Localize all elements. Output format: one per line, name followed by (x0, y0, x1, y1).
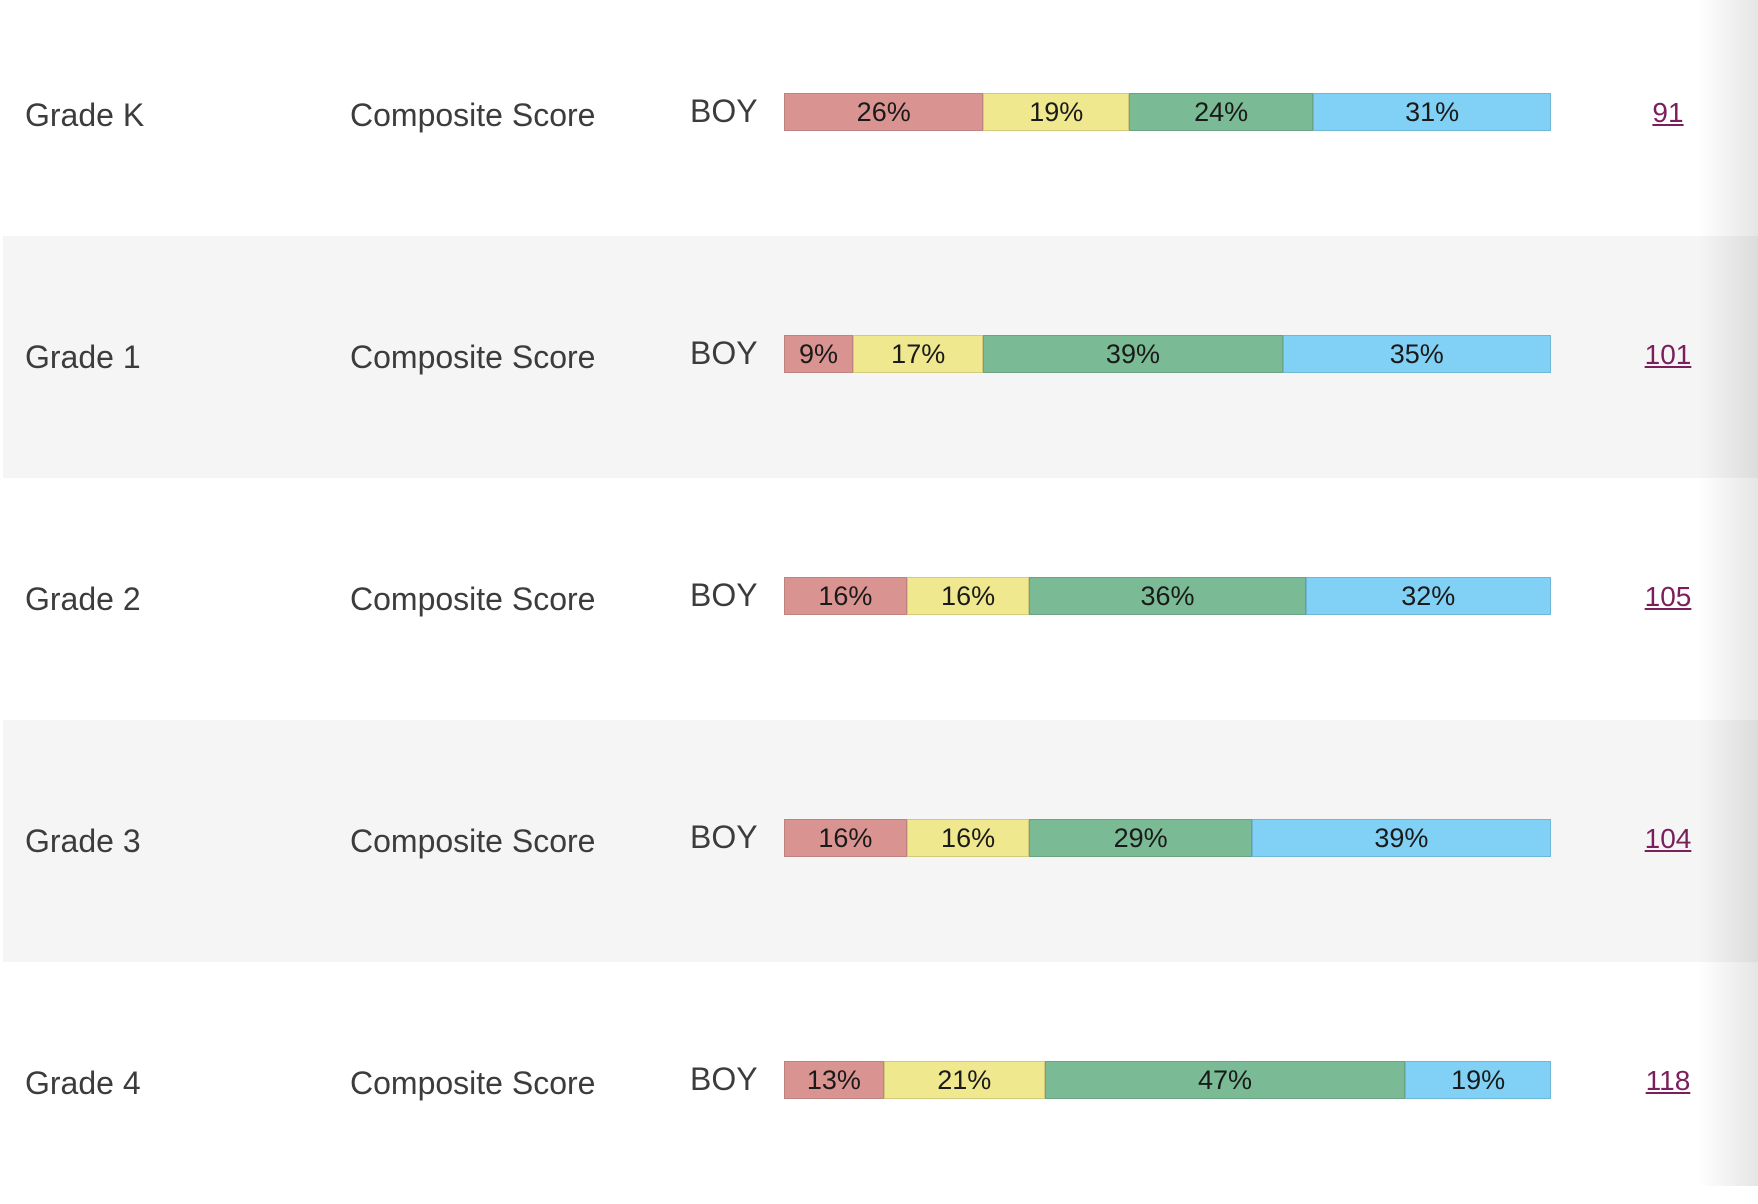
measure-label: Composite Score (350, 581, 596, 617)
bar-segment-1: 26% (784, 93, 984, 131)
stacked-bar: 26% 19% 24% 31% (784, 93, 1551, 131)
bar-segment-2: 16% (906, 577, 1030, 615)
stacked-bar: 16% 16% 29% 39% (784, 819, 1551, 857)
bar-segment-2: 16% (906, 819, 1030, 857)
bar-segment-3: 36% (1029, 577, 1306, 615)
grade-label: Grade 1 (25, 339, 141, 375)
bar-segment-3: 24% (1129, 93, 1314, 131)
bar-segment-4: 32% (1305, 577, 1551, 615)
table-row: Grade K Composite Score BOY 26% 19% 24% 31%… (3, 0, 1758, 236)
bar-segment-2: 17% (853, 335, 984, 373)
student-count-link[interactable]: 91 (1652, 97, 1684, 128)
bar-segment-4: 31% (1313, 93, 1551, 131)
bar-segment-2: 21% (883, 1061, 1045, 1099)
table-row: Grade 2 Composite Score BOY 16% 16% 36% 32%… (3, 478, 1758, 720)
student-count-link[interactable]: 104 (1644, 823, 1692, 854)
bar-segment-4: 19% (1405, 1061, 1551, 1099)
grade-table: Grade K Composite Score BOY 26% 19% 24% 31%… (3, 0, 1758, 1204)
stacked-bar: 13% 21% 47% 19% (784, 1061, 1551, 1099)
period-label: BOY (690, 1061, 758, 1097)
bar-segment-3: 47% (1044, 1061, 1406, 1099)
bar-segment-3: 29% (1029, 819, 1252, 857)
bar-segment-3: 39% (983, 335, 1283, 373)
table-row: Grade 1 Composite Score BOY 9% 17% 39% 35% … (3, 236, 1758, 478)
measure-label: Composite Score (350, 823, 596, 859)
student-count-link[interactable]: 105 (1644, 581, 1692, 612)
period-label: BOY (690, 335, 758, 371)
table-row: Grade 4 Composite Score BOY 13% 21% 47% 19%… (3, 962, 1758, 1204)
grade-label: Grade 4 (25, 1065, 141, 1101)
grade-label: Grade 3 (25, 823, 141, 859)
bar-segment-4: 35% (1282, 335, 1551, 373)
bar-segment-1: 13% (784, 1061, 884, 1099)
stacked-bar: 16% 16% 36% 32% (784, 577, 1551, 615)
bar-segment-2: 19% (983, 93, 1130, 131)
bar-segment-1: 16% (784, 819, 907, 857)
measure-label: Composite Score (350, 339, 596, 375)
student-count-link[interactable]: 118 (1645, 1065, 1691, 1096)
table-row: Grade 3 Composite Score BOY 16% 16% 29% 39%… (3, 720, 1758, 962)
period-label: BOY (690, 819, 758, 855)
grade-label: Grade 2 (25, 581, 141, 617)
student-count-link[interactable]: 101 (1644, 339, 1692, 370)
period-label: BOY (690, 577, 758, 613)
grade-label: Grade K (25, 97, 145, 133)
bar-segment-1: 9% (784, 335, 854, 373)
bar-segment-4: 39% (1251, 819, 1551, 857)
period-label: BOY (690, 93, 758, 129)
measure-label: Composite Score (350, 97, 596, 133)
stacked-bar: 9% 17% 39% 35% (784, 335, 1551, 373)
bar-segment-1: 16% (784, 577, 907, 615)
measure-label: Composite Score (350, 1065, 596, 1101)
